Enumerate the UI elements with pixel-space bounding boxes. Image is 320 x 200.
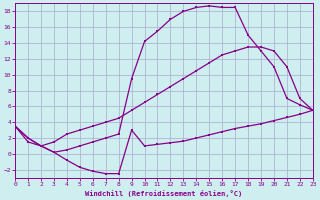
X-axis label: Windchill (Refroidissement éolien,°C): Windchill (Refroidissement éolien,°C) bbox=[85, 190, 243, 197]
